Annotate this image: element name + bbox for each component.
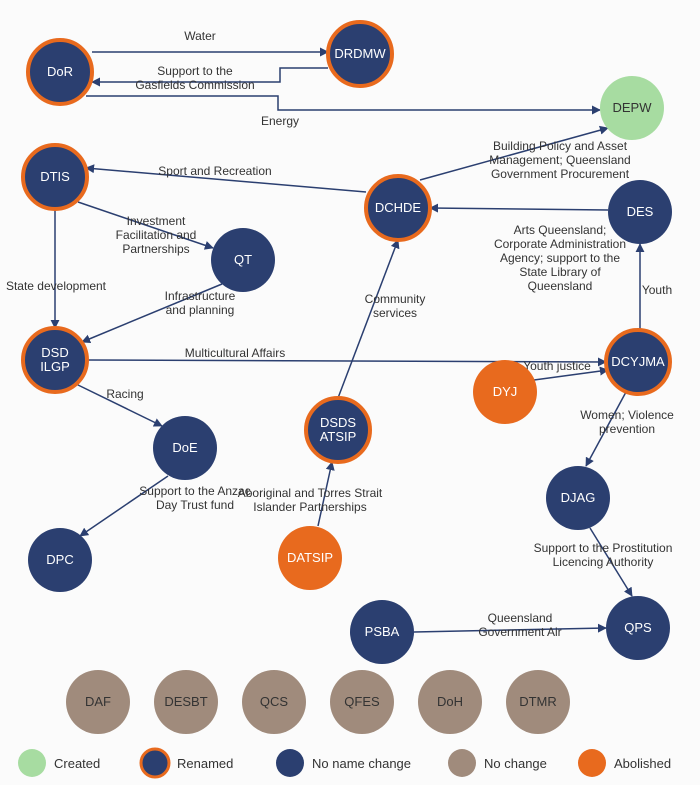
node-QPS: QPS (606, 596, 670, 660)
node-DES: DES (608, 180, 672, 244)
node-PSBA: PSBA (350, 600, 414, 664)
edge-label: Support to the ProstitutionLicencing Aut… (534, 541, 673, 569)
node-QFES: QFES (330, 670, 394, 734)
node-label: DRDMW (334, 46, 386, 61)
legend-swatch-nochange (448, 749, 476, 777)
legend-label: No name change (312, 756, 411, 771)
node-label: DoH (437, 694, 463, 709)
edge-label: InvestmentFacilitation andPartnerships (116, 214, 197, 256)
edge-label: Multicultural Affairs (185, 346, 285, 360)
node-label: QPS (624, 620, 652, 635)
node-label: DATSIP (287, 550, 333, 565)
node-label: QFES (344, 694, 380, 709)
legend: Created Renamed No name change No change Abo… (18, 749, 671, 777)
node-DPC: DPC (28, 528, 92, 592)
node-label: QCS (260, 694, 289, 709)
node-DCHDE: DCHDE (366, 176, 430, 240)
node-label: DESBT (164, 694, 207, 709)
node-label: PSBA (365, 624, 400, 639)
edge-label: Infrastructureand planning (165, 289, 236, 317)
node-label: DTIS (40, 169, 70, 184)
edge-DoR-DEPW (86, 96, 600, 110)
node-label: DPC (46, 552, 73, 567)
node-label: DCHDE (375, 200, 422, 215)
node-label: DTMR (519, 694, 557, 709)
edge-label: Arts Queensland;Corporate Administration… (494, 223, 626, 293)
edge-label: Racing (106, 387, 143, 401)
edge-label: Women; Violenceprevention (580, 408, 674, 436)
edge-label: State development (6, 279, 107, 293)
node-QT: QT (211, 228, 275, 292)
edge-label: Water (184, 29, 216, 43)
node-DoR: DoR (28, 40, 92, 104)
node-DATSIP: DATSIP (278, 526, 342, 590)
node-DTMR: DTMR (506, 670, 570, 734)
legend-label: Abolished (614, 756, 671, 771)
legend-swatch-nochangename (276, 749, 304, 777)
node-DAF: DAF (66, 670, 130, 734)
legend-swatch-created (18, 749, 46, 777)
node-label: DJAG (561, 490, 596, 505)
legend-label: Created (54, 756, 100, 771)
node-DEPW: DEPW (600, 76, 664, 140)
edge-label: Sport and Recreation (158, 164, 271, 178)
node-DYJ: DYJ (473, 360, 537, 424)
node-DSDSATSIP: DSDSATSIP (306, 398, 370, 462)
edge-label: Support to theGasfields Commission (135, 64, 254, 92)
legend-swatch-renamed (141, 749, 169, 777)
node-label: DEPW (613, 100, 653, 115)
node-DESBT: DESBT (154, 670, 218, 734)
node-label: DES (627, 204, 654, 219)
node-DRDMW: DRDMW (328, 22, 392, 86)
edge-label: Support to the AnzacDay Trust fund (139, 484, 250, 512)
edge-label: Building Policy and AssetManagement; Que… (489, 139, 630, 181)
node-DoE: DoE (153, 416, 217, 480)
node-DJAG: DJAG (546, 466, 610, 530)
node-DCYJMA: DCYJMA (606, 330, 670, 394)
node-label: DCYJMA (611, 354, 665, 369)
node-DoH: DoH (418, 670, 482, 734)
node-label: QT (234, 252, 252, 267)
edge-label: Youth (642, 283, 672, 297)
node-label: DSDSATSIP (320, 415, 357, 444)
org-network-diagram: Water Support to theGasfields Commission E… (0, 0, 700, 785)
edge-DES-DCHDE (430, 208, 608, 210)
node-label: DoE (172, 440, 198, 455)
edge-label: Aboriginal and Torres StraitIslander Par… (238, 486, 383, 514)
legend-label: Renamed (177, 756, 233, 771)
node-label: DAF (85, 694, 111, 709)
node-label: DSDILGP (40, 345, 70, 374)
edge-label: QueenslandGovernment Air (478, 611, 561, 639)
node-DTIS: DTIS (23, 145, 87, 209)
node-label: DYJ (493, 384, 518, 399)
node-label: DoR (47, 64, 73, 79)
legend-swatch-abolished (578, 749, 606, 777)
edge-label: Youth justice (523, 359, 591, 373)
legend-label: No change (484, 756, 547, 771)
edge-label: Energy (261, 114, 299, 128)
edge-label: Communityservices (365, 292, 426, 320)
node-QCS: QCS (242, 670, 306, 734)
node-layer: DoR DRDMW DEPW DTIS DCHDE DES QT DSDILGP DCYJMA D… (23, 22, 672, 734)
node-DSDILGP: DSDILGP (23, 328, 87, 392)
